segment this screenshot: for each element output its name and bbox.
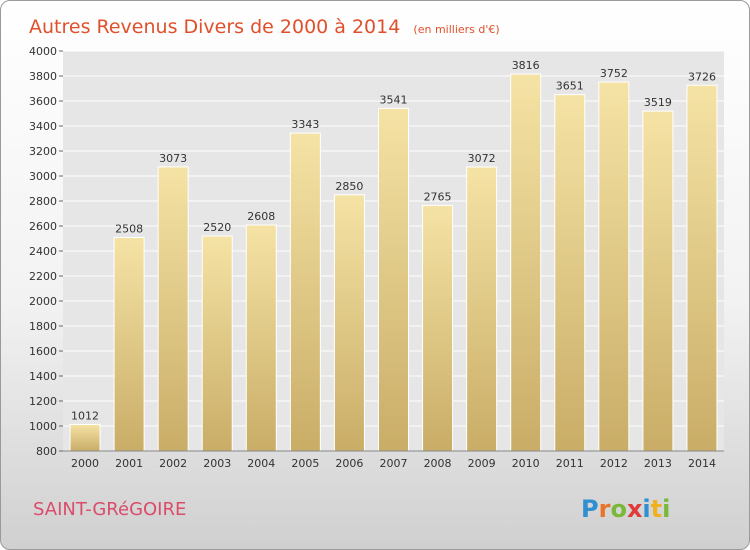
data-label-2008: 2765 xyxy=(424,190,452,203)
y-tick-label: 1800 xyxy=(29,320,57,333)
x-tick-label: 2006 xyxy=(335,457,363,470)
x-tick-label: 2009 xyxy=(468,457,496,470)
y-tick-label: 3200 xyxy=(29,145,57,158)
data-label-2003: 2520 xyxy=(203,221,231,234)
x-tick-label: 2008 xyxy=(424,457,452,470)
x-tick-label: 2001 xyxy=(115,457,143,470)
x-tick-label: 2012 xyxy=(600,457,628,470)
city-name: SAINT-GRéGOIRE xyxy=(33,499,186,520)
x-tick-label: 2000 xyxy=(71,457,99,470)
data-label-2014: 3726 xyxy=(688,70,716,83)
proxiti-logo-text: Proxiti xyxy=(581,495,670,523)
data-label-2007: 3541 xyxy=(380,93,408,106)
x-tick-label: 2004 xyxy=(247,457,275,470)
bars xyxy=(69,73,718,452)
x-tick-label: 2003 xyxy=(203,457,231,470)
x-tick-label: 2011 xyxy=(556,457,584,470)
y-axis-ticks: 800 1000 1200 1400 1600 1800 2000 2200 2400 2600 2… xyxy=(29,45,63,458)
bar-2011 xyxy=(554,94,586,452)
y-tick-label: 2400 xyxy=(29,245,57,258)
y-tick-label: 1400 xyxy=(29,370,57,383)
x-tick-label: 2010 xyxy=(512,457,540,470)
y-tick-label: 2800 xyxy=(29,195,57,208)
y-tick-label: 3000 xyxy=(29,170,57,183)
bar-2012 xyxy=(598,81,630,452)
x-axis-ticks: 2000 2001 2002 2003 2004 2005 2006 2007 2008 2009… xyxy=(63,450,724,470)
chart-title: Autres Revenus Divers de 2000 à 2014 (en… xyxy=(29,16,500,38)
bar-2003 xyxy=(201,235,233,452)
data-label-2009: 3072 xyxy=(468,152,496,165)
bar-2006 xyxy=(333,194,365,452)
data-label-2000: 1012 xyxy=(71,410,99,423)
y-tick-label: 3800 xyxy=(29,70,57,83)
y-tick-label: 2200 xyxy=(29,270,57,283)
bar-2013 xyxy=(642,110,674,452)
y-tick-label: 1000 xyxy=(29,420,57,433)
data-label-2006: 2850 xyxy=(335,180,363,193)
x-tick-label: 2002 xyxy=(159,457,187,470)
bar-2005 xyxy=(289,132,321,452)
bar-2000 xyxy=(69,424,101,452)
bar-2004 xyxy=(245,224,277,452)
y-tick-label: 3600 xyxy=(29,95,57,108)
data-label-2013: 3519 xyxy=(644,96,672,109)
data-label-2002: 3073 xyxy=(159,152,187,165)
bar-2010 xyxy=(510,73,542,452)
bar-2009 xyxy=(466,166,498,452)
bar-2001 xyxy=(113,237,145,452)
y-tick-label: 1600 xyxy=(29,345,57,358)
y-tick-label: 800 xyxy=(36,445,57,458)
data-label-2005: 3343 xyxy=(291,118,319,131)
bar-2007 xyxy=(378,107,409,452)
bar-2008 xyxy=(422,204,454,452)
y-tick-label: 1200 xyxy=(29,395,57,408)
data-label-2001: 2508 xyxy=(115,223,143,236)
data-label-2010: 3816 xyxy=(512,59,540,72)
x-tick-label: 2005 xyxy=(291,457,319,470)
data-label-2004: 2608 xyxy=(247,210,275,223)
y-tick-label: 2000 xyxy=(29,295,57,308)
data-labels: 1012 2508 3073 2520 2608 3343 2850 3541 2765 3072… xyxy=(71,59,716,423)
data-label-2011: 3651 xyxy=(556,80,584,93)
y-tick-label: 4000 xyxy=(29,45,57,58)
bar-2014 xyxy=(686,84,718,452)
data-label-2012: 3752 xyxy=(600,67,628,80)
bar-2002 xyxy=(157,166,189,452)
y-tick-label: 2600 xyxy=(29,220,57,233)
x-tick-label: 2014 xyxy=(688,457,716,470)
x-tick-label: 2007 xyxy=(380,457,408,470)
x-tick-label: 2013 xyxy=(644,457,672,470)
proxiti-logo: Proxiti xyxy=(581,495,670,523)
y-tick-label: 3400 xyxy=(29,120,57,133)
